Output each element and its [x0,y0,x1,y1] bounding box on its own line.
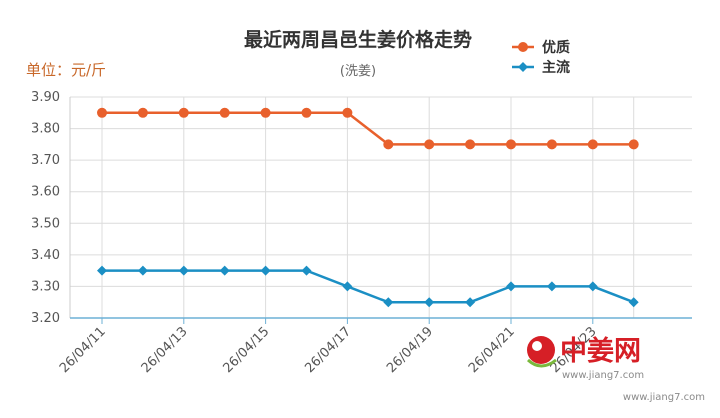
watermark-logo-text: 中姜网 [560,335,641,367]
data-point [424,139,435,150]
data-point [546,281,557,292]
data-point [260,265,271,276]
watermark: 中姜网 www.jiang7.com www.jiang7.com [526,335,705,403]
series-group [97,107,639,308]
y-tick-label: 3.80 [31,122,60,137]
data-point [219,265,230,276]
y-tick-labels: 3.90 3.80 3.70 3.60 3.50 3.40 3.30 3.20 [31,90,60,326]
watermark-url-small: www.jiang7.com [562,370,644,381]
data-point [465,297,476,308]
y-tick-label: 3.60 [31,185,60,200]
data-point [424,297,435,308]
series-line-2 [102,269,635,304]
x-tick-label: 26/04/15 [221,324,273,376]
data-point [506,281,516,292]
legend-item[interactable]: 优质 [512,39,570,56]
data-point [260,107,271,118]
data-point [342,281,353,292]
data-point [97,107,107,118]
data-point [383,139,394,150]
data-point [219,107,230,118]
data-point [301,107,312,118]
data-point [178,107,189,118]
data-point [587,139,598,150]
x-tick-labels: 26/04/11 26/04/13 26/04/15 26/04/17 26/04/19… [57,324,600,376]
chart-title: 最近两周昌邑生姜价格走势 [244,28,472,51]
series-line-1 [102,111,634,146]
chart-subtitle: (洗姜) [340,64,376,79]
y-tick-label: 3.30 [31,279,60,294]
x-tick-label: 26/04/11 [57,324,109,376]
legend-marker [518,42,528,52]
data-point [628,297,639,308]
x-tick-label: 26/04/19 [384,324,436,376]
data-point [97,265,107,276]
data-point [465,139,476,150]
x-tick-label: 26/04/17 [302,324,354,376]
data-point [383,297,394,308]
x-tick-label: 26/04/21 [466,324,518,376]
x-tick-label: 26/04/13 [139,324,191,376]
unit-label: 单位：元/斤 [26,61,106,79]
data-point [301,265,312,276]
grid [70,96,692,319]
legend-marker [518,62,528,72]
data-point [342,107,353,118]
y-tick-label: 3.70 [31,153,60,168]
legend-item[interactable]: 主流 [512,59,570,76]
legend-label: 主流 [542,59,570,76]
legend-label: 优质 [542,39,570,56]
axes [69,97,692,324]
y-tick-label: 3.40 [31,248,60,263]
ginger-logo-icon [526,336,557,368]
data-point [137,107,148,118]
data-point [546,139,557,150]
data-point [178,265,189,276]
watermark-url: www.jiang7.com [623,392,705,403]
y-tick-label: 3.90 [31,90,60,105]
y-tick-label: 3.20 [31,311,60,326]
data-point [137,265,148,276]
y-tick-label: 3.50 [31,216,60,231]
data-point [506,139,516,150]
data-point [587,281,598,292]
data-point [628,139,639,150]
